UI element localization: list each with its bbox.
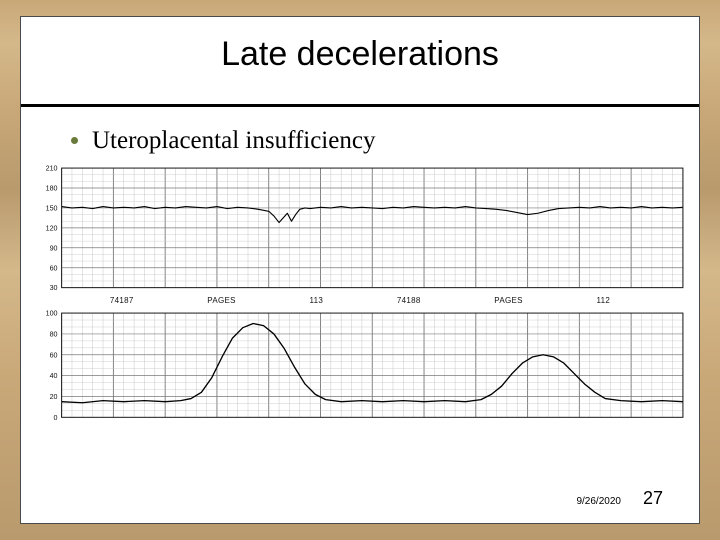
strip-id-right: 74188 xyxy=(397,296,421,305)
slide-card: Late decelerations Uteroplacental insuff… xyxy=(20,16,700,524)
svg-text:80: 80 xyxy=(50,330,58,338)
bullet-text: Uteroplacental insufficiency xyxy=(92,125,375,156)
title-divider xyxy=(21,104,699,107)
svg-text:40: 40 xyxy=(50,372,58,380)
toco-strip-chart: 0 20 40 60 80 100 xyxy=(33,309,687,421)
mid-labels-bar: 74187 PAGES 113 74188 PAGES 112 xyxy=(33,292,687,309)
svg-text:180: 180 xyxy=(46,185,58,193)
svg-text:60: 60 xyxy=(50,351,58,359)
footer-date: 9/26/2020 xyxy=(576,496,621,507)
page-word-right: PAGES xyxy=(494,296,522,305)
bullet-item: Uteroplacental insufficiency xyxy=(71,125,667,156)
footer-page-number: 27 xyxy=(643,488,663,509)
bullet-dot-icon xyxy=(71,137,78,144)
svg-text:210: 210 xyxy=(46,165,58,173)
strip-id-left: 74187 xyxy=(110,296,134,305)
svg-text:90: 90 xyxy=(50,245,58,253)
slide-footer: 9/26/2020 27 xyxy=(576,488,663,509)
svg-text:20: 20 xyxy=(50,393,58,401)
rate-left: 113 xyxy=(309,296,323,305)
fhr-strip-chart: 30 60 90 120 150 180 210 xyxy=(33,164,687,292)
page-word-left: PAGES xyxy=(207,296,235,305)
ctg-chart-area: 30 60 90 120 150 180 210 74187 PAGES 113 74188… xyxy=(33,164,687,421)
svg-text:100: 100 xyxy=(46,310,58,318)
rate-right: 112 xyxy=(596,296,610,305)
svg-text:60: 60 xyxy=(50,265,58,273)
svg-text:0: 0 xyxy=(54,414,58,422)
svg-text:120: 120 xyxy=(46,225,58,233)
slide-title: Late decelerations xyxy=(53,35,667,74)
svg-text:30: 30 xyxy=(50,284,58,292)
svg-text:150: 150 xyxy=(46,205,58,213)
